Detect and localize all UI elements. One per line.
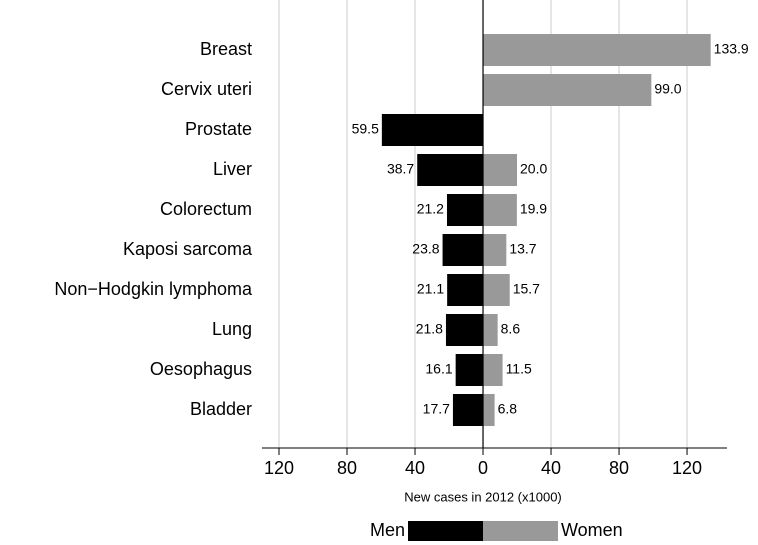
bar bbox=[483, 234, 507, 266]
value-label: 59.5 bbox=[352, 121, 379, 137]
category-label: Cervix uteri bbox=[161, 79, 252, 99]
bar bbox=[483, 274, 510, 306]
bar bbox=[483, 74, 652, 106]
category-label: Lung bbox=[212, 319, 252, 339]
bar bbox=[417, 154, 484, 186]
legend-label: Men bbox=[370, 520, 405, 540]
category-label: Kaposi sarcoma bbox=[123, 239, 253, 259]
value-label: 19.9 bbox=[520, 201, 547, 217]
bar bbox=[483, 394, 495, 426]
bar bbox=[442, 234, 484, 266]
x-tick-label: 40 bbox=[541, 458, 561, 478]
value-label: 21.8 bbox=[416, 321, 443, 337]
x-tick-label: 120 bbox=[672, 458, 702, 478]
bar bbox=[483, 314, 498, 346]
value-label: 23.8 bbox=[412, 241, 439, 257]
category-label: Bladder bbox=[190, 399, 252, 419]
category-label: Non−Hodgkin lymphoma bbox=[54, 279, 253, 299]
value-label: 15.7 bbox=[513, 281, 540, 297]
value-label: 13.7 bbox=[509, 241, 536, 257]
category-label: Liver bbox=[213, 159, 252, 179]
value-label: 21.2 bbox=[417, 201, 444, 217]
bar bbox=[446, 194, 484, 226]
bar bbox=[483, 34, 711, 66]
value-label: 17.7 bbox=[423, 401, 450, 417]
bar bbox=[483, 154, 518, 186]
bar bbox=[381, 114, 484, 146]
category-label: Oesophagus bbox=[150, 359, 252, 379]
category-label: Breast bbox=[200, 39, 252, 59]
bar bbox=[483, 194, 517, 226]
x-tick-label: 80 bbox=[337, 458, 357, 478]
x-tick-label: 80 bbox=[609, 458, 629, 478]
x-tick-label: 0 bbox=[478, 458, 488, 478]
legend-swatch bbox=[408, 521, 483, 541]
value-label: 16.1 bbox=[425, 361, 452, 377]
bar bbox=[445, 314, 484, 346]
value-label: 11.5 bbox=[506, 361, 532, 377]
x-axis-label: New cases in 2012 (x1000) bbox=[404, 489, 562, 504]
value-label: 133.9 bbox=[714, 41, 749, 57]
x-tick-label: 120 bbox=[264, 458, 294, 478]
value-label: 6.8 bbox=[498, 401, 518, 417]
category-label: Colorectum bbox=[160, 199, 252, 219]
legend-label: Women bbox=[561, 520, 623, 540]
value-label: 38.7 bbox=[387, 161, 414, 177]
x-tick-label: 40 bbox=[405, 458, 425, 478]
value-label: 99.0 bbox=[654, 81, 681, 97]
value-label: 20.0 bbox=[520, 161, 547, 177]
category-label: Prostate bbox=[185, 119, 252, 139]
value-label: 21.1 bbox=[417, 281, 444, 297]
bar bbox=[452, 394, 484, 426]
bar bbox=[447, 274, 484, 306]
value-label: 8.6 bbox=[501, 321, 521, 337]
bar bbox=[483, 354, 503, 386]
legend-swatch bbox=[483, 521, 558, 541]
bar bbox=[455, 354, 484, 386]
